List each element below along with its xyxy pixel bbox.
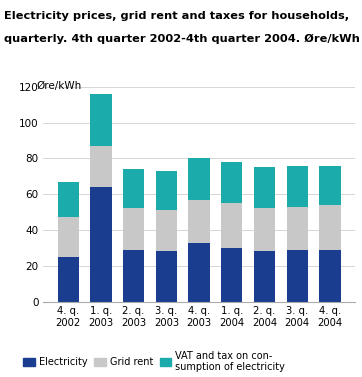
Bar: [90, 187, 111, 302]
Bar: [58, 257, 79, 302]
Bar: [221, 162, 243, 203]
Bar: [189, 158, 210, 199]
Bar: [221, 203, 243, 248]
Bar: [221, 248, 243, 302]
Bar: [90, 94, 111, 146]
Bar: [254, 167, 275, 208]
Bar: [58, 182, 79, 218]
Bar: [254, 208, 275, 251]
Legend: Electricity, Grid rent, VAT and tax on con-
sumption of electricity: Electricity, Grid rent, VAT and tax on c…: [23, 351, 285, 372]
Bar: [156, 251, 177, 302]
Bar: [90, 146, 111, 187]
Bar: [156, 210, 177, 251]
Bar: [287, 250, 308, 302]
Text: Øre/kWh: Øre/kWh: [36, 81, 81, 91]
Bar: [156, 171, 177, 210]
Text: quarterly. 4th quarter 2002-4th quarter 2004. Øre/kWh: quarterly. 4th quarter 2002-4th quarter …: [4, 34, 359, 44]
Bar: [319, 166, 341, 205]
Bar: [287, 166, 308, 207]
Bar: [189, 242, 210, 302]
Bar: [123, 250, 144, 302]
Bar: [254, 251, 275, 302]
Text: Electricity prices, grid rent and taxes for households,: Electricity prices, grid rent and taxes …: [4, 11, 349, 21]
Bar: [319, 205, 341, 250]
Bar: [123, 169, 144, 208]
Bar: [189, 199, 210, 242]
Bar: [58, 218, 79, 257]
Bar: [287, 207, 308, 250]
Bar: [319, 250, 341, 302]
Bar: [123, 208, 144, 250]
